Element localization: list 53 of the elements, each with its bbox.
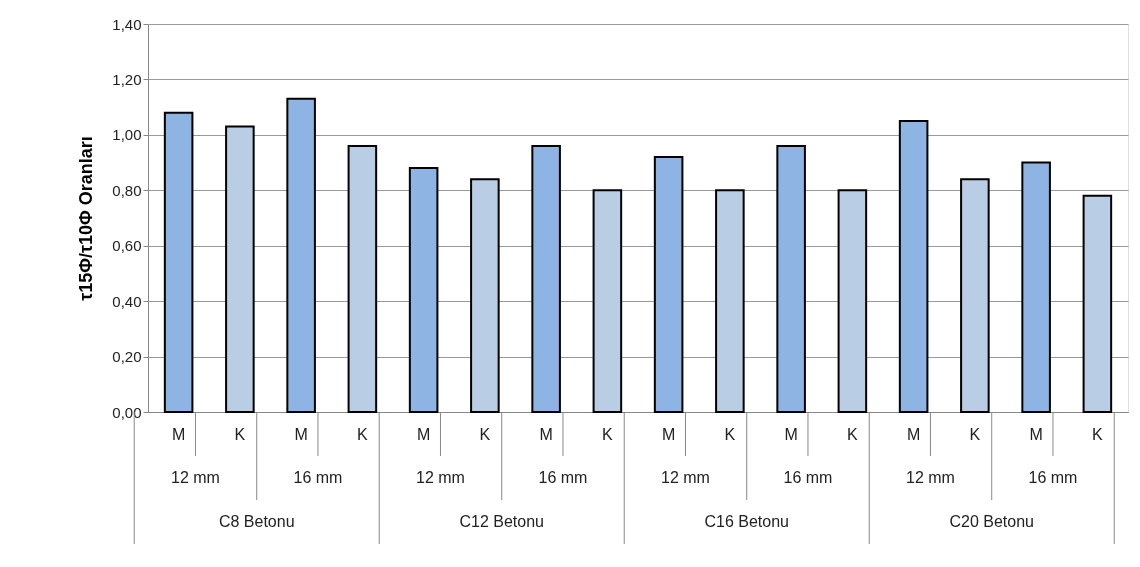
x-tick-label: K — [724, 425, 736, 443]
bar — [960, 178, 990, 413]
bar — [776, 144, 806, 413]
bar — [653, 156, 684, 413]
x-tick-label: K — [234, 425, 246, 443]
text: C8 Betonu — [218, 513, 295, 530]
y-tick-label: 0,60 — [112, 237, 142, 255]
x-tick-label: M — [416, 425, 431, 443]
text: 16 mm — [538, 469, 588, 486]
bar — [163, 111, 194, 413]
text: C16 Betonu — [704, 513, 789, 530]
x-tick-label: M — [294, 425, 308, 443]
x-tick-label: M — [539, 425, 553, 443]
bar — [286, 97, 316, 413]
x-tick-label: K — [357, 425, 369, 443]
x-tick-label: K — [1092, 425, 1104, 443]
text: 12 mm — [171, 469, 220, 486]
y-tick-label: 1,00 — [112, 126, 142, 144]
x-tick-label: M — [171, 425, 186, 443]
text: 12 mm — [416, 469, 465, 486]
text: 16 mm — [1028, 469, 1078, 486]
bar — [1082, 194, 1113, 413]
text: 16 mm — [293, 469, 343, 486]
x-tick-label: M — [1029, 425, 1043, 443]
text: 12 mm — [661, 469, 710, 486]
bar — [837, 189, 868, 413]
y-axis-title: τ15Φ/τ10Φ Oranları — [76, 136, 97, 301]
x-tick-label: K — [602, 425, 614, 443]
x-tick-label: M — [784, 425, 798, 443]
bar — [408, 167, 439, 413]
y-tick-label: 1,40 — [112, 15, 142, 33]
y-tick-label: 0,00 — [112, 403, 142, 421]
text: 12 mm — [906, 469, 955, 486]
x-tick-label: M — [906, 425, 921, 443]
y-tick-label: 1,20 — [112, 70, 142, 88]
y-tick-label: 0,80 — [112, 181, 142, 199]
bar — [592, 189, 623, 413]
bar — [1021, 161, 1051, 413]
x-tick-label: M — [661, 425, 676, 443]
bar — [470, 178, 500, 413]
y-tick-label: 0,40 — [112, 292, 142, 310]
bar — [898, 120, 929, 413]
bar — [225, 125, 255, 413]
text: C12 Betonu — [459, 513, 544, 530]
x-tick-label: K — [479, 425, 491, 443]
text: 16 mm — [783, 469, 833, 486]
x-tick-label: K — [969, 425, 981, 443]
x-tick-label: K — [847, 425, 859, 443]
text: C20 Betonu — [949, 513, 1034, 530]
bar — [347, 144, 378, 413]
bar — [715, 189, 745, 413]
y-tick-label: 0,20 — [112, 348, 142, 366]
bar — [531, 144, 561, 413]
